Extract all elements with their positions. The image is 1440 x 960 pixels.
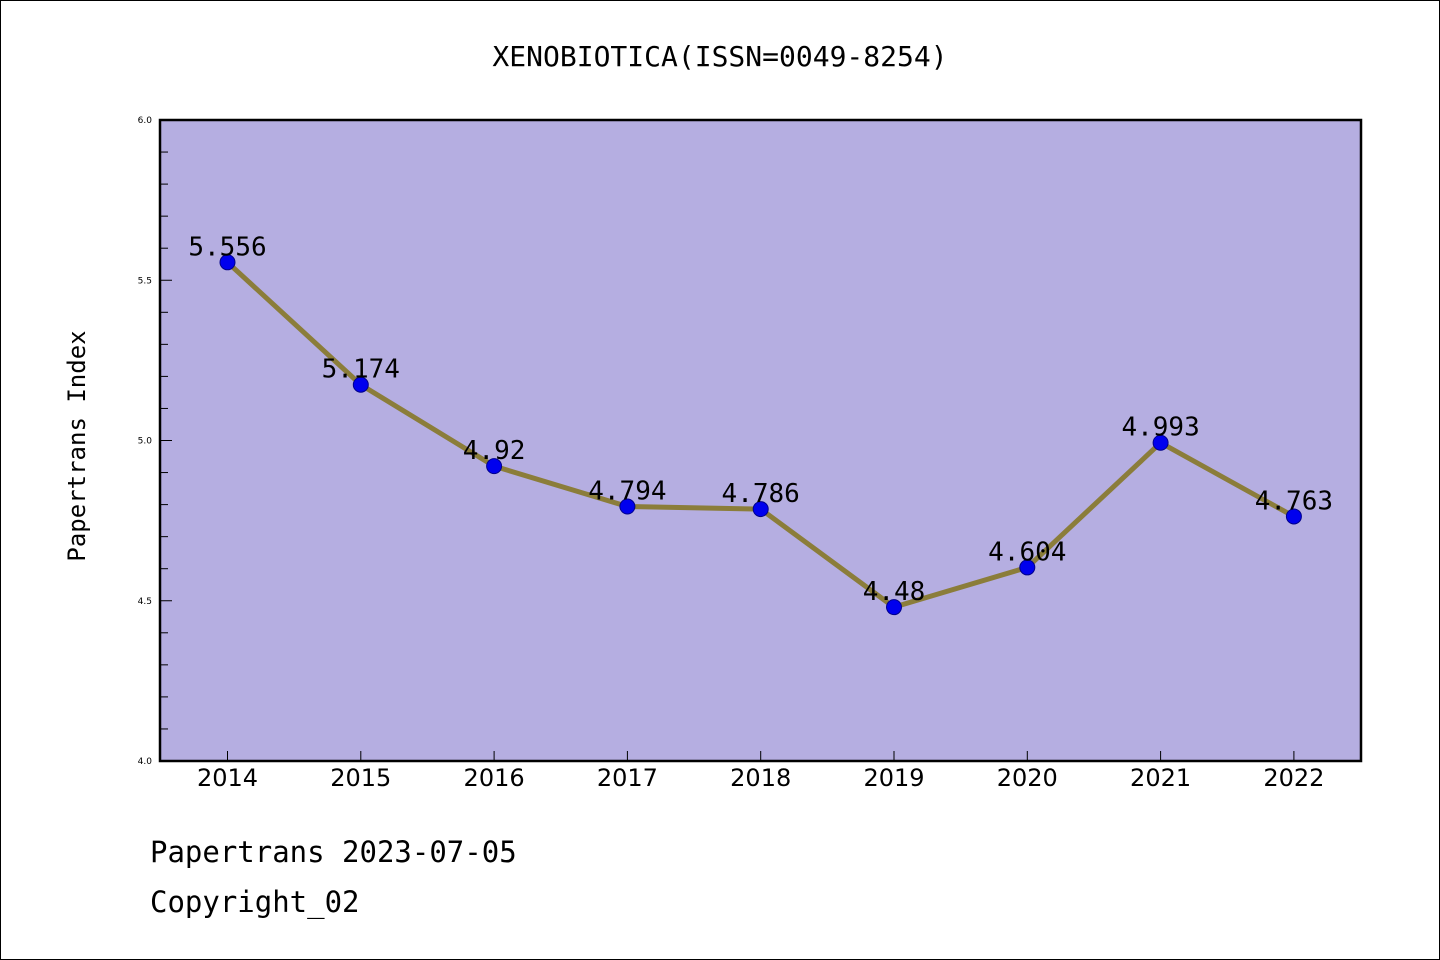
x-tick-label: 2021 <box>1130 764 1191 792</box>
data-point <box>1285 508 1302 525</box>
data-label: 5.556 <box>188 232 266 262</box>
plot-border <box>158 118 1363 763</box>
y-tick-label: 5.5 <box>138 276 152 286</box>
x-tick-label: 2020 <box>997 764 1058 792</box>
data-label: 4.763 <box>1255 486 1333 516</box>
data-label: 4.993 <box>1121 413 1199 443</box>
x-tick-label: 2017 <box>597 764 658 792</box>
x-tick-label: 2022 <box>1263 764 1324 792</box>
data-point <box>219 254 236 271</box>
data-label: 4.786 <box>722 479 800 509</box>
footer-copyright: Copyright_02 <box>150 885 360 919</box>
x-tick-label: 2018 <box>730 764 791 792</box>
y-tick-label: 4.5 <box>138 597 152 607</box>
data-label: 4.604 <box>988 537 1066 567</box>
data-label: 5.174 <box>322 355 400 385</box>
data-label: 4.92 <box>463 436 526 466</box>
data-point <box>886 599 902 616</box>
data-label: 4.794 <box>588 477 666 507</box>
x-tick-label: 2019 <box>863 764 924 792</box>
x-axis: 2014 2015 2016 2017 2018 2019 2020 2021 2022 <box>197 751 1324 792</box>
x-tick-label: 2015 <box>330 764 391 792</box>
x-tick-label: 2014 <box>197 764 258 792</box>
data-point <box>352 376 369 393</box>
data-point <box>1019 559 1036 576</box>
y-tick-label: 4.0 <box>138 757 153 767</box>
x-tick-label: 2016 <box>464 764 525 792</box>
data-point <box>1152 434 1169 451</box>
y-tick-label: 6.0 <box>138 116 153 126</box>
data-point <box>619 498 636 515</box>
data-label: 4.48 <box>863 577 926 607</box>
data-point <box>486 458 503 475</box>
series-line-group <box>219 254 1302 616</box>
y-axis-label: Papertrans Index <box>63 330 91 561</box>
y-tick-label: 5.0 <box>138 437 153 447</box>
data-labels: 5.556 5.174 4.92 4.794 4.786 4.48 4.604 4.993 4.… <box>188 232 1333 607</box>
y-axis: 4.0 4.5 5.0 5.5 6.0 <box>138 116 172 767</box>
data-point <box>752 501 769 518</box>
chart-title: XENOBIOTICA(ISSN=0049-8254) <box>492 40 947 73</box>
footer-date: Papertrans 2023-07-05 <box>150 835 517 869</box>
